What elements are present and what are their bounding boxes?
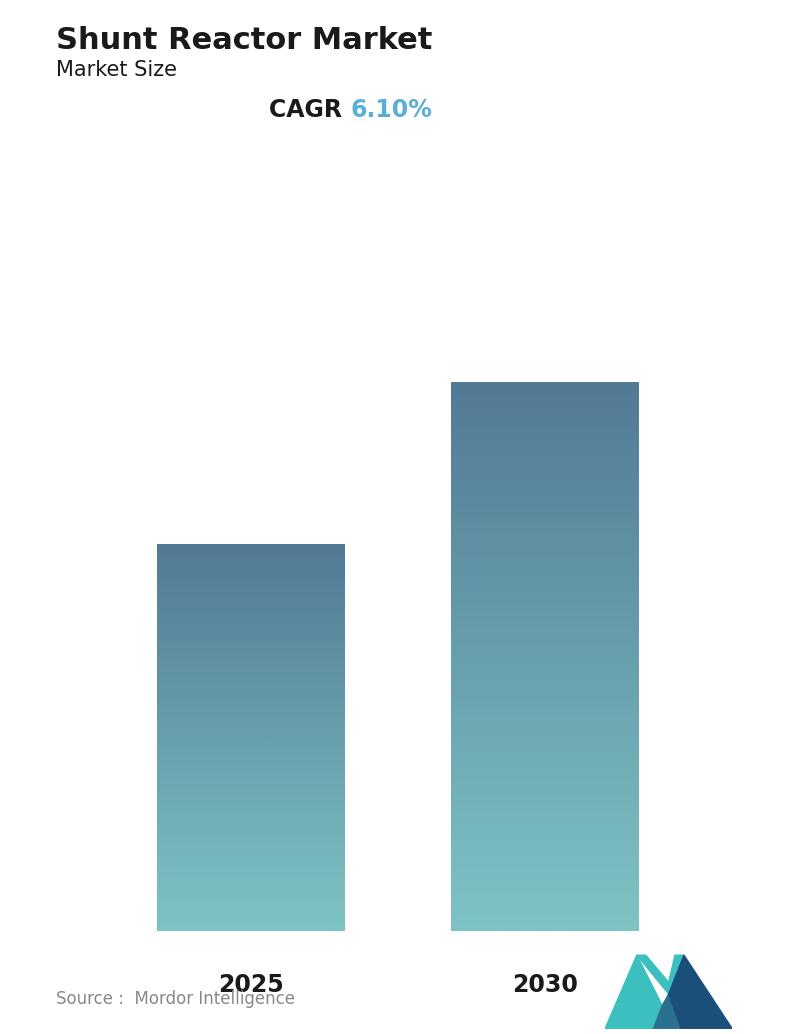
- Text: Source :  Mordor Intelligence: Source : Mordor Intelligence: [56, 991, 295, 1008]
- Text: CAGR: CAGR: [269, 98, 350, 122]
- Polygon shape: [654, 994, 681, 1029]
- Polygon shape: [605, 955, 662, 1029]
- Text: 2030: 2030: [512, 973, 578, 997]
- Text: 2025: 2025: [218, 973, 284, 997]
- Text: Shunt Reactor Market: Shunt Reactor Market: [56, 26, 432, 55]
- Polygon shape: [669, 955, 732, 1029]
- Text: Market Size: Market Size: [56, 60, 177, 80]
- Text: 6.10%: 6.10%: [350, 98, 432, 122]
- Polygon shape: [637, 955, 684, 994]
